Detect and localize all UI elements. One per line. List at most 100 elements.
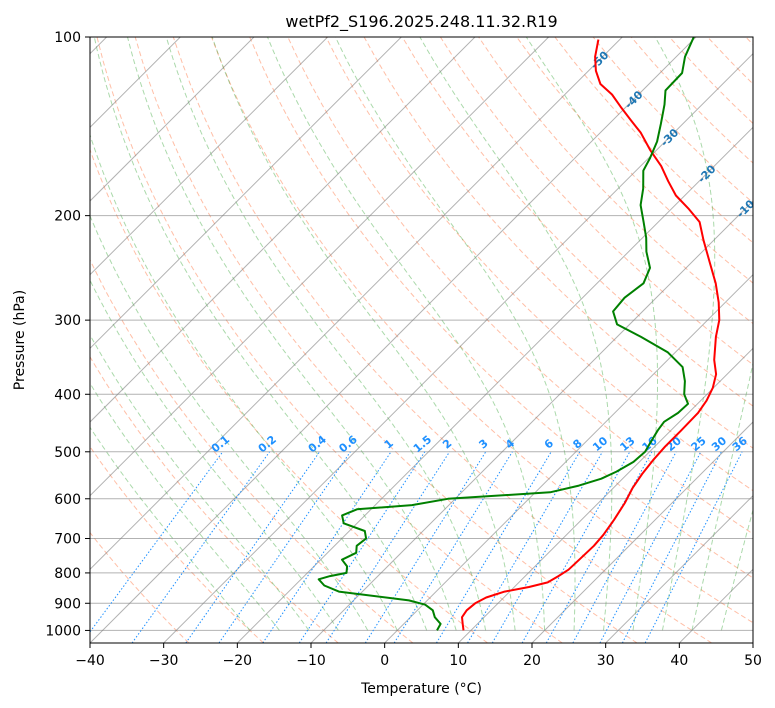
- axis-ticks: −40 −30 −20 −10 0 10 20 30 40 50 1000 900 800 700 600 5…: [45, 30, 762, 669]
- mixing-ratio-line: [621, 451, 722, 643]
- background-lines: [0, 10, 753, 655]
- dry-adiabat: [96, 37, 563, 643]
- mixing-ratio-line: [467, 451, 581, 643]
- moist-adiabat: [165, 37, 487, 631]
- moist-adiabat: [93, 37, 428, 631]
- dry-adiabat: [134, 37, 638, 643]
- isotherm-line: [604, 494, 753, 643]
- dry-adiabat: [172, 37, 712, 643]
- mixing-ratio-line: [545, 451, 653, 643]
- y-tick-label: 800: [54, 566, 81, 582]
- dry-adiabat: [90, 355, 339, 643]
- dry-adiabat: [211, 37, 753, 624]
- isotherm-line: [678, 568, 753, 643]
- isotherm-line: [90, 37, 403, 350]
- x-tick-label: −10: [296, 653, 326, 669]
- y-tick-label: 900: [54, 596, 81, 612]
- mixing-ratio-label: 10: [590, 434, 610, 454]
- mixing-ratio-line: [644, 451, 743, 643]
- moist-adiabat: [90, 214, 369, 631]
- mixing-ratio-line: [599, 451, 702, 643]
- x-tick-label: 10: [449, 653, 467, 669]
- dewpoint-profile-line: [317, 37, 695, 631]
- moist-adiabat: [90, 382, 280, 631]
- mixing-ratio-line: [435, 451, 552, 643]
- isotherm-line: [90, 37, 697, 643]
- dry-adiabat: [90, 148, 488, 643]
- x-tick-label: 30: [597, 653, 615, 669]
- y-tick-label: 1000: [45, 623, 81, 639]
- isotherm-line: [531, 421, 753, 643]
- x-tick-label: −30: [149, 653, 179, 669]
- isotherm-line: [236, 126, 753, 643]
- dry-adiabat: [592, 37, 753, 204]
- dry-adiabat: [90, 531, 190, 643]
- isotherm-line: [310, 200, 753, 643]
- mixing-ratio-label: 25: [689, 434, 709, 454]
- mixing-ratio-line: [185, 451, 320, 643]
- dry-adiabat: [90, 258, 414, 643]
- dry-adiabat: [669, 37, 753, 125]
- dry-adiabat: [745, 37, 753, 46]
- chart-title: wetPf2_S196.2025.248.11.32.R19: [285, 12, 557, 32]
- isotherm-line: [752, 642, 753, 643]
- mixing-ratio-label: 8: [570, 437, 584, 452]
- mixing-ratio-line: [364, 451, 487, 643]
- mixing-ratio-line: [325, 451, 450, 643]
- isotherm-line: [90, 37, 182, 129]
- mixing-ratio-line: [90, 451, 224, 633]
- series-layer: [317, 37, 721, 631]
- isotherm-line: [90, 37, 550, 497]
- x-axis-label: Temperature (°C): [360, 681, 482, 697]
- y-tick-label: 600: [54, 492, 81, 508]
- isotherm-line: [90, 37, 329, 276]
- y-tick-label: 200: [54, 209, 81, 225]
- dry-adiabat: [90, 445, 264, 643]
- isotherm-line: [457, 347, 753, 643]
- moist-adiabat: [90, 333, 310, 631]
- mixing-ratio-label: 2: [440, 437, 454, 452]
- x-tick-label: 20: [523, 653, 541, 669]
- plot-frame: [89, 36, 754, 644]
- y-tick-label: 300: [54, 313, 81, 329]
- dry-adiabat: [439, 37, 753, 366]
- moist-adiabat: [90, 279, 339, 631]
- y-tick-label: 500: [54, 445, 81, 461]
- moist-adiabat: [654, 37, 716, 631]
- mixing-ratio-label: 6: [542, 436, 556, 451]
- mixing-ratio-line: [131, 451, 271, 643]
- dry-adiabat: [401, 37, 753, 407]
- isotherm-line: [90, 37, 624, 571]
- moist-adiabat: [211, 37, 516, 631]
- moist-adiabat: [334, 37, 576, 631]
- moist-adiabat: [127, 37, 457, 631]
- moist-adiabat: [419, 37, 613, 631]
- isotherm-line: [90, 37, 255, 202]
- temperature-profile-line: [461, 39, 721, 631]
- dry-adiabat: [516, 37, 753, 284]
- x-tick-label: 0: [380, 653, 389, 669]
- moist-adiabat: [90, 133, 398, 631]
- y-tick-label: 400: [54, 387, 81, 403]
- mixing-ratio-label: 3: [476, 437, 490, 452]
- mixing-ratio-line: [218, 451, 351, 643]
- mixing-ratio-line: [521, 451, 631, 643]
- mixing-ratio-label: 1: [382, 437, 396, 452]
- isotherm-line: [90, 37, 476, 423]
- moist-adiabat: [691, 361, 753, 631]
- x-tick-label: 50: [744, 653, 762, 669]
- moist-adiabat: [525, 37, 658, 631]
- x-tick-label: 40: [670, 653, 688, 669]
- dry-adiabat: [325, 37, 753, 492]
- mixing-ratio-line: [572, 451, 677, 643]
- moist-adiabat: [720, 508, 753, 631]
- isotherm-line: [162, 52, 753, 643]
- dry-adiabat: [478, 37, 753, 325]
- x-tick-label: −40: [75, 653, 105, 669]
- mixing-ratio-label: 30: [709, 434, 729, 454]
- moist-adiabat: [267, 37, 546, 631]
- isotherm-line: [0, 10, 60, 655]
- mixing-ratio-label: 13: [618, 434, 638, 454]
- y-tick-label: 700: [54, 532, 81, 548]
